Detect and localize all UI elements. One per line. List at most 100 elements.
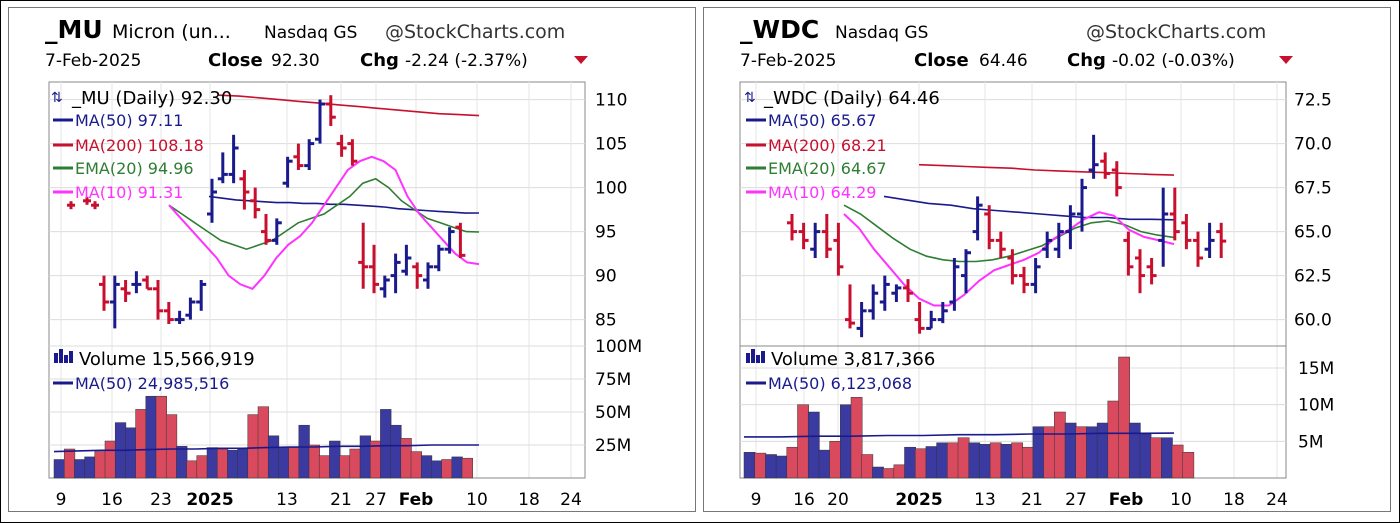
- volume-bar: [893, 464, 906, 479]
- ohlc-bar: [1007, 249, 1018, 285]
- chg-label: Chg: [360, 50, 399, 71]
- volume-bar: [410, 451, 422, 479]
- volume-icon: [54, 349, 73, 363]
- ohlc-bar: [984, 205, 995, 250]
- x-tick-label: Feb: [1109, 490, 1144, 510]
- volume-bar: [989, 442, 1002, 479]
- close-value: 92.30: [271, 51, 320, 71]
- ohlc-bar: [91, 201, 99, 210]
- volume-bar: [400, 438, 412, 479]
- volume-bar: [349, 448, 361, 479]
- volume-bar: [216, 448, 229, 479]
- ohlc-bar: [304, 139, 315, 170]
- volume-bar: [165, 414, 178, 479]
- ohlc-bar: [845, 284, 855, 329]
- ohlc-bar: [228, 134, 239, 184]
- price-tick-label: 110: [595, 91, 627, 111]
- close-label: Close: [914, 50, 969, 71]
- volume-bar: [380, 409, 392, 479]
- volume-legend: Volume 3,817,366: [771, 349, 935, 370]
- ma200-line: [918, 163, 1175, 176]
- exchange: Nasdaq GS: [835, 23, 928, 43]
- volume-ma50-line: [53, 444, 479, 453]
- x-tick-label: 21: [330, 490, 352, 510]
- ohlc-bar: [401, 244, 412, 276]
- legend-ma10: MA(10) 91.31: [75, 183, 183, 202]
- price-tick-label: 60.0: [1294, 311, 1332, 331]
- volume-bar: [829, 441, 842, 479]
- close-label: Close: [208, 50, 263, 71]
- x-tick-label: 21: [1021, 490, 1043, 510]
- volume-bar: [1139, 433, 1152, 479]
- volume-bar: [461, 457, 473, 479]
- x-tick-label: 10: [1170, 490, 1192, 510]
- volume-bar: [797, 404, 809, 479]
- volume-bar: [1107, 400, 1120, 479]
- price-tick-label: 105: [595, 135, 627, 155]
- date: 7-Feb-2025: [740, 51, 836, 71]
- ohlc-bar: [1193, 231, 1203, 267]
- volume-bar: [1150, 437, 1163, 479]
- volume-bar: [765, 454, 777, 479]
- volume-bar: [94, 451, 106, 479]
- volume-bar: [1021, 446, 1034, 479]
- volume-bar: [257, 406, 269, 479]
- volume-tick-label: 100M: [595, 337, 642, 357]
- exchange: Nasdaq GS: [264, 23, 357, 43]
- volume-bar: [237, 448, 249, 479]
- legend-ema20: EMA(20) 94.96: [75, 159, 194, 178]
- volume-bar: [786, 446, 799, 479]
- ohlc-bar: [325, 95, 336, 126]
- volume-tick-label: 50M: [595, 403, 631, 423]
- ema20-line: [843, 204, 1175, 263]
- ohlc-bar: [1181, 214, 1192, 250]
- volume-bar: [818, 449, 831, 479]
- symbol: _WDC: [740, 15, 819, 44]
- price-tick-label: 90: [595, 267, 617, 287]
- price-tick-label: 67.5: [1294, 179, 1332, 199]
- x-tick-label: 13: [276, 490, 298, 510]
- price-tick-label: 72.5: [1294, 91, 1332, 111]
- ohlc-bar: [207, 178, 217, 223]
- ohlc-bar: [903, 279, 913, 302]
- volume-legend: Volume 15,566,919: [79, 349, 255, 370]
- ohlc-bar: [358, 222, 369, 289]
- volume-bar: [318, 455, 331, 479]
- volume-bar: [247, 414, 259, 479]
- ohlc-bar: [926, 310, 937, 330]
- volume-bar: [196, 455, 208, 479]
- ohlc-bar: [282, 156, 293, 188]
- volume-bar: [359, 435, 371, 479]
- price-tick-label: 95: [595, 223, 617, 243]
- volume-tick-label: 25M: [595, 436, 631, 456]
- volume-bar: [206, 447, 218, 479]
- ohlc-bar: [293, 143, 304, 170]
- ohlc-bar: [163, 302, 174, 324]
- ohlc-bar: [856, 302, 867, 338]
- ohlc-bar: [250, 187, 261, 219]
- x-tick-label: 18: [1223, 490, 1245, 510]
- ma50-line: [208, 195, 480, 214]
- ohlc-bar: [336, 134, 347, 157]
- volume-bar: [155, 395, 167, 479]
- chart-panel-mu: _MU Micron (un... Nasdaq GS @StockCharts…: [8, 7, 696, 512]
- volume-bar: [53, 459, 65, 479]
- volume-bar: [431, 460, 443, 479]
- price-tick-label: 62.5: [1294, 267, 1332, 287]
- volume-bar: [925, 446, 938, 479]
- x-tick-label: 27: [1065, 490, 1087, 510]
- chart-panel-wdc: _WDC Nasdaq GS @StockCharts.com 7-Feb-20…: [703, 7, 1391, 512]
- ohlc-bar: [99, 275, 109, 311]
- ohlc-bar: [1111, 161, 1122, 197]
- ohlc-bar: [833, 222, 844, 276]
- source-credit: @StockCharts.com: [1086, 21, 1266, 43]
- volume-bar: [1182, 452, 1195, 479]
- volume-bar: [420, 455, 433, 479]
- x-tick-label: 2025: [186, 490, 233, 510]
- legend-ma50: MA(50) 97.11: [75, 111, 183, 130]
- x-tick-label: 18: [518, 490, 540, 510]
- ma200-line: [218, 94, 480, 117]
- ema20-line: [168, 177, 480, 251]
- chart-svg-wdc: _WDC Nasdaq GS @StockCharts.com 7-Feb-20…: [739, 15, 1334, 510]
- volume-bar: [775, 455, 788, 479]
